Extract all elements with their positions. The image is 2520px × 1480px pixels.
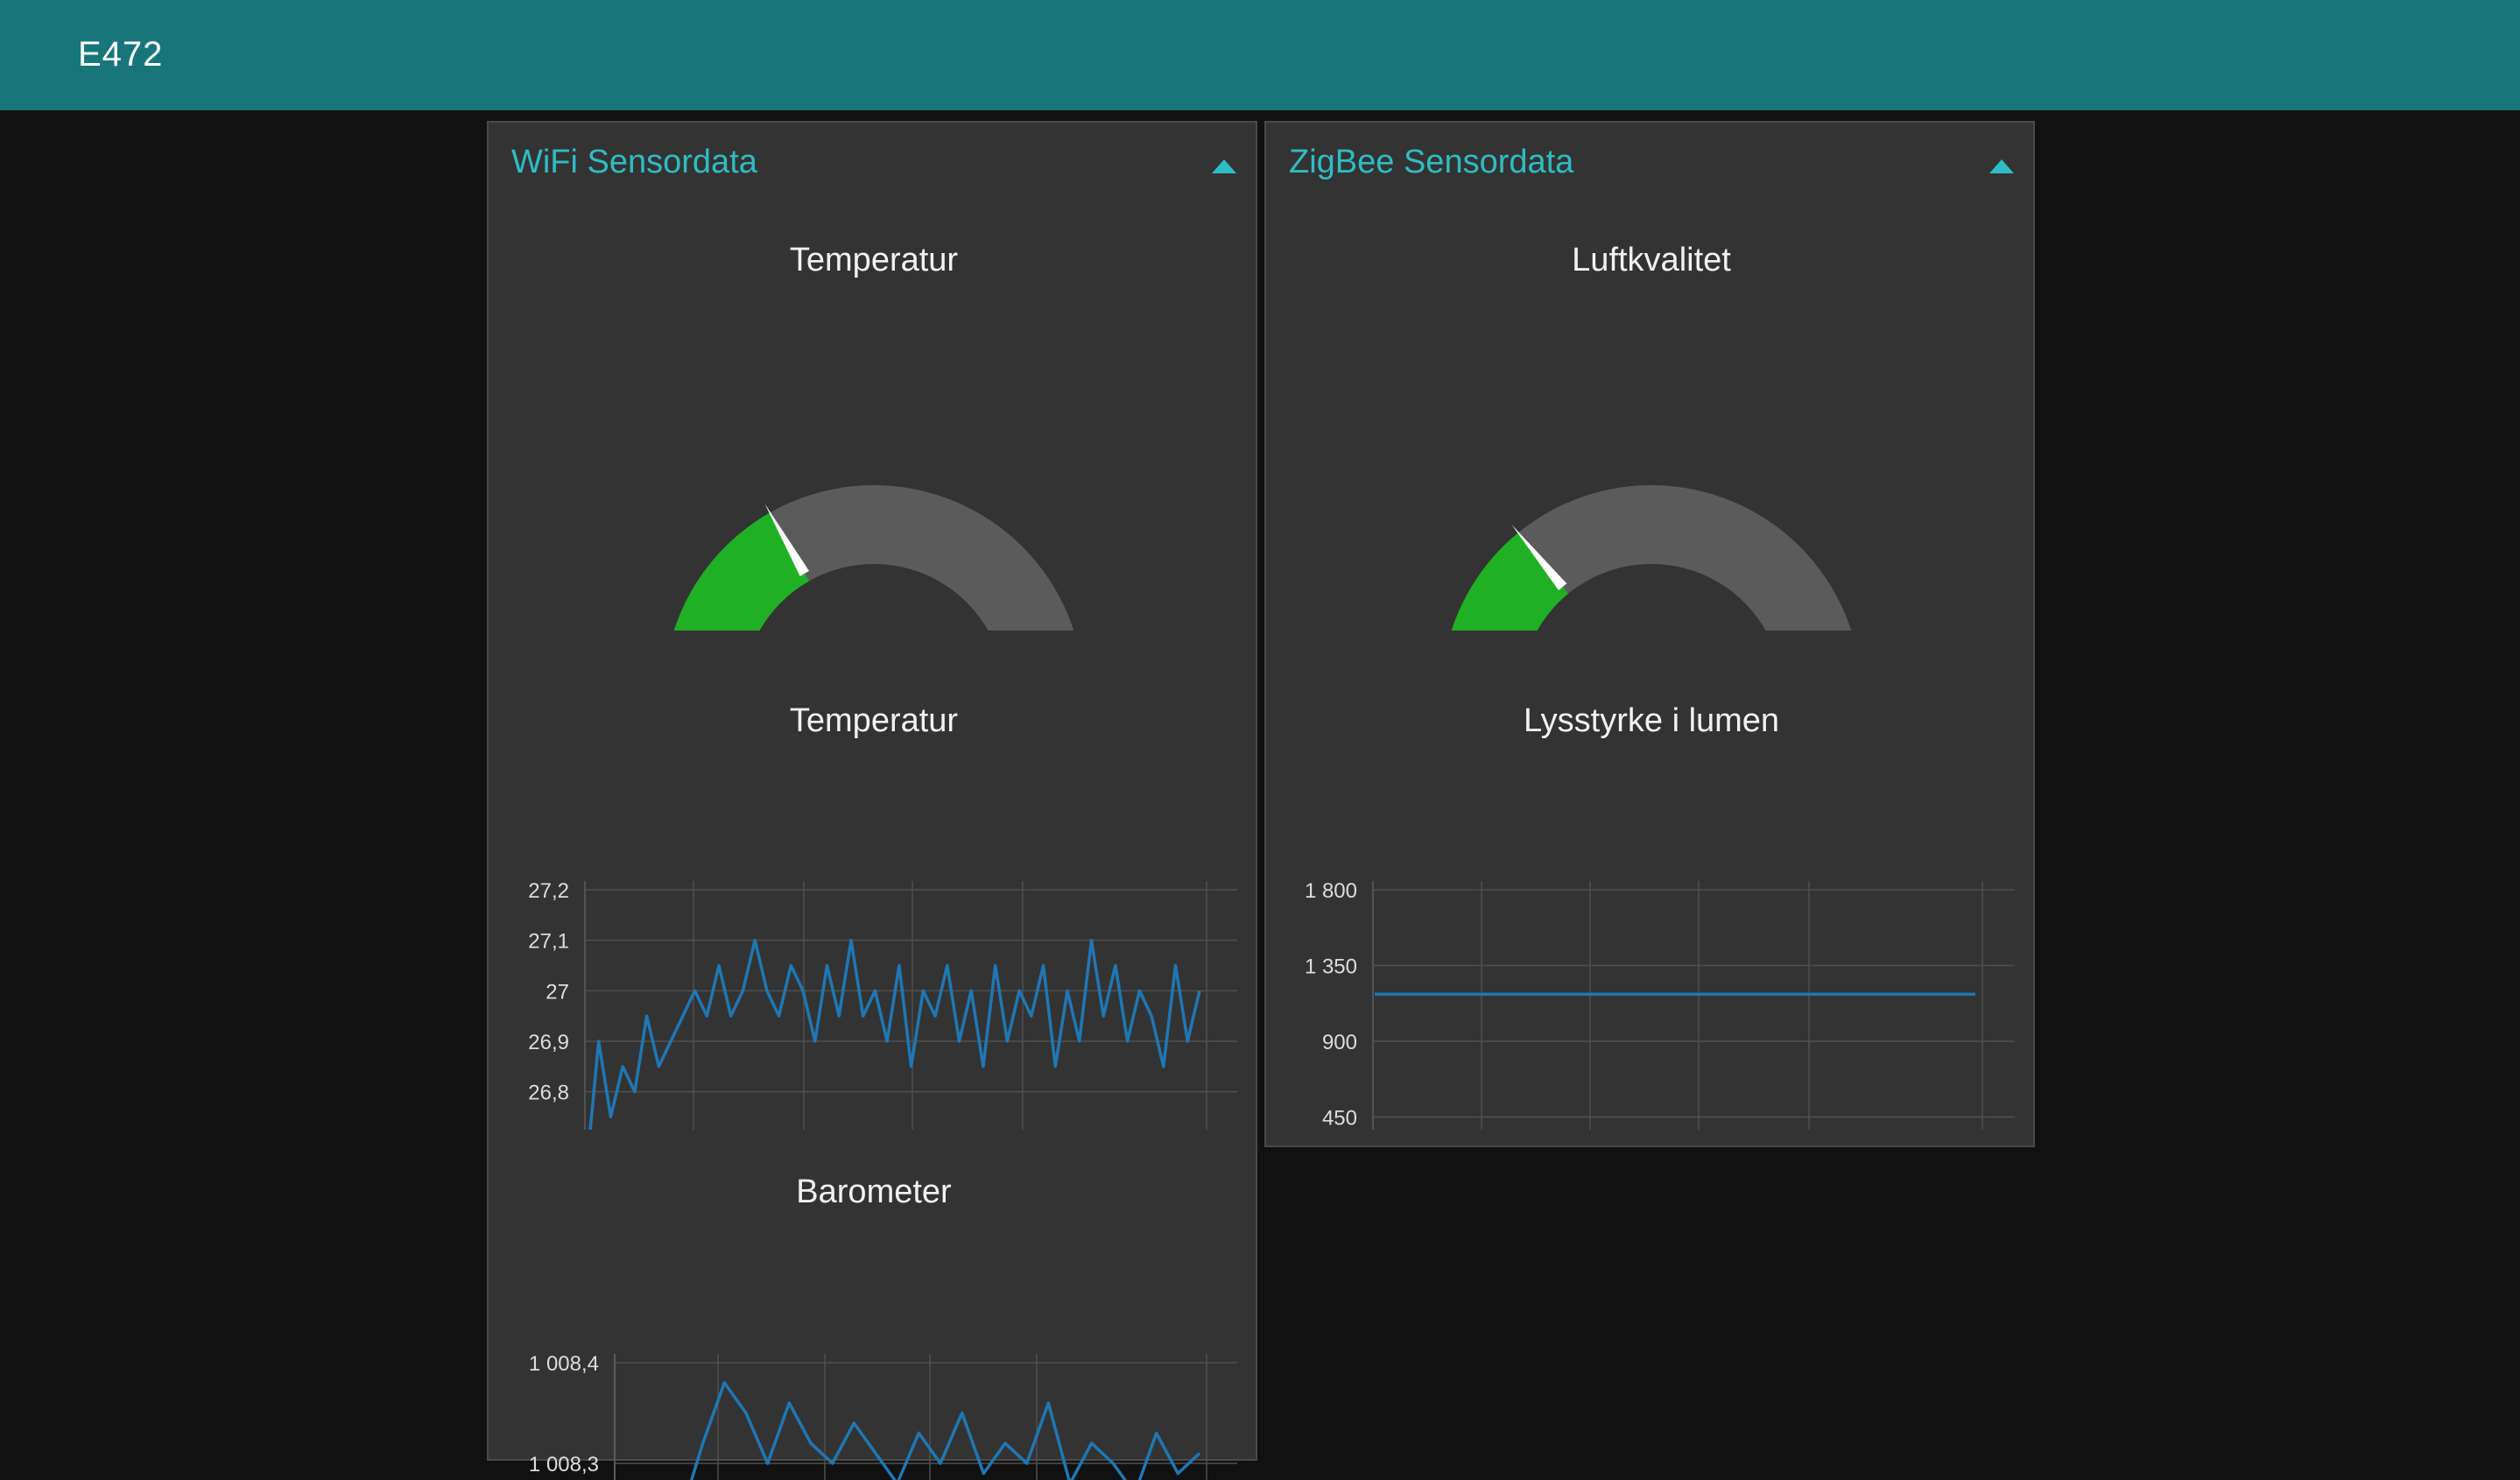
y-tick-label: 26,8 (528, 1082, 569, 1105)
y-tick-label: 1 008,3 (529, 1453, 599, 1476)
group-title-wifi: WiFi Sensordata (511, 144, 757, 180)
top-bar: E472 (0, 0, 2520, 110)
gauge-fill (673, 512, 809, 631)
gauge-needle (1511, 524, 1567, 590)
gauge-title-temperatur: Temperatur (789, 242, 959, 278)
barometer-line-chart: 1 008,41 008,31 008,2 (529, 1352, 1237, 1480)
gauge-fill (1451, 532, 1568, 631)
temperature-line-chart: 27,227,12726,926,826,726,609:0309:0409:0… (528, 879, 1237, 1130)
gauge-value: 169 (1596, 619, 1707, 631)
y-tick-label: 1 008,4 (529, 1352, 599, 1376)
gauge-title-luftkvalitet: Luftkvalitet (1572, 242, 1731, 278)
air-quality-gauge: 169 0 600 (1451, 485, 1852, 631)
y-tick-label: 900 (1322, 1031, 1357, 1054)
y-tick-label: 1 350 (1305, 955, 1357, 979)
group-zigbee: ZigBee Sensordata Luftkvalitet 169 0 600… (1264, 121, 2035, 1147)
y-tick-label: 450 (1322, 1107, 1357, 1131)
series-line (689, 1381, 1201, 1480)
chart-title-temperatur: Temperatur (789, 702, 959, 739)
y-tick-label: 27 (546, 980, 569, 1004)
y-tick-label: 27,1 (528, 930, 569, 954)
y-tick-label: 27,2 (528, 879, 569, 903)
app-title: E472 (78, 35, 164, 74)
group-title-zigbee: ZigBee Sensordata (1289, 144, 1574, 180)
gauge-value: 26.82 (791, 619, 957, 631)
chevron-up-icon[interactable] (1212, 159, 1236, 173)
chart-title-barometer: Barometer (796, 1173, 952, 1210)
chart-title-lysstyrke: Lysstyrke i lumen (1523, 702, 1780, 739)
group-wifi: WiFi Sensordata Temperatur 26.82 0 80 Ce… (487, 121, 1257, 1480)
y-tick-label: 1 800 (1305, 879, 1357, 903)
temperature-gauge: 26.82 0 80 Celsius (673, 485, 1074, 631)
gauge-needle (764, 504, 810, 576)
y-tick-label: 26,9 (528, 1031, 569, 1054)
series-line (588, 938, 1201, 1130)
chevron-up-icon[interactable] (1989, 159, 2014, 173)
